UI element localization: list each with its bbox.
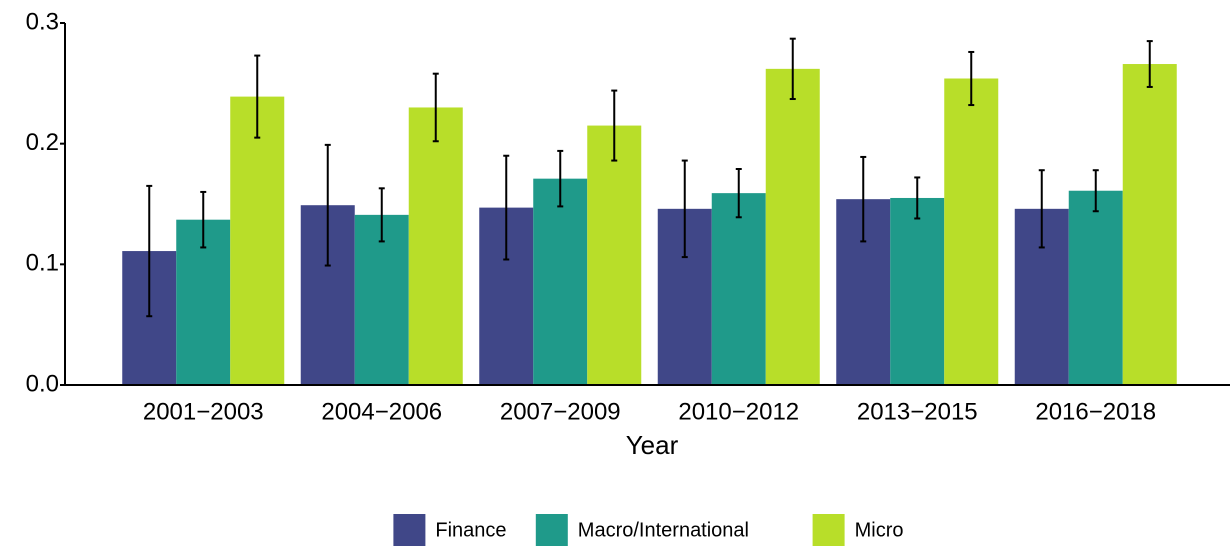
error-bar <box>503 154 510 261</box>
x-tick-label: 2013−2015 <box>857 398 978 425</box>
error-bar <box>860 155 867 243</box>
bar <box>765 68 820 385</box>
x-tick-label: 2010−2012 <box>678 398 799 425</box>
y-tick-label: 0.1 <box>26 250 59 277</box>
error-bar <box>324 143 331 267</box>
error-bar <box>200 190 207 249</box>
bar <box>230 96 285 386</box>
legend-label: Micro <box>855 519 904 541</box>
legend-label: Macro/International <box>578 519 749 541</box>
error-bar <box>735 168 742 219</box>
bar <box>408 107 463 385</box>
y-tick-label: 0.2 <box>26 129 59 156</box>
error-bar <box>557 149 564 208</box>
error-bar <box>681 159 688 259</box>
x-tick-label: 2007−2009 <box>500 398 621 425</box>
error-bar <box>1038 169 1045 249</box>
error-bar <box>146 184 153 318</box>
x-tick-label: 2016−2018 <box>1035 398 1156 425</box>
bar <box>354 214 409 385</box>
x-axis-title: Year <box>626 430 679 460</box>
bar <box>890 197 945 385</box>
bar <box>1068 190 1123 385</box>
legend-swatch <box>393 514 426 546</box>
bar <box>587 125 642 386</box>
error-bar <box>1092 169 1099 213</box>
error-bar <box>432 72 439 143</box>
error-bar <box>968 50 975 107</box>
error-bar <box>789 37 796 101</box>
bar <box>1122 64 1177 385</box>
y-tick-label: 0.0 <box>26 370 59 397</box>
legend-label: Finance <box>435 519 506 541</box>
error-bar <box>914 176 921 220</box>
bar <box>711 193 766 385</box>
error-bar <box>611 89 618 162</box>
legend-swatch <box>812 514 845 546</box>
x-tick-label: 2001−2003 <box>143 398 264 425</box>
error-bar <box>254 54 261 139</box>
error-bar <box>378 187 385 243</box>
bar <box>944 78 999 386</box>
legend-swatch <box>535 514 568 546</box>
bar <box>533 178 588 385</box>
error-bar <box>1146 40 1153 88</box>
x-tick-label: 2004−2006 <box>321 398 442 425</box>
y-tick-label: 0.3 <box>26 8 59 35</box>
